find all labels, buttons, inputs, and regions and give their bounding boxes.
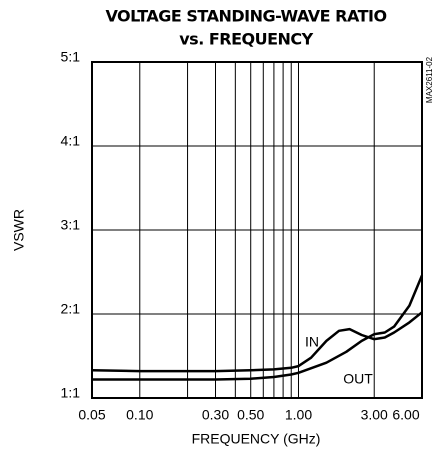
chart-title: VOLTAGE STANDING-WAVE RATIO bbox=[105, 7, 386, 26]
annotation: MAX2611-02 bbox=[425, 56, 434, 103]
x-tick-label: 0.10 bbox=[126, 407, 153, 423]
series-label: OUT bbox=[343, 371, 373, 387]
y-tick-label: 4:1 bbox=[61, 133, 81, 149]
y-tick-label: 5:1 bbox=[61, 49, 81, 65]
x-tick-label: 0.50 bbox=[237, 407, 264, 423]
x-tick-label: 1.00 bbox=[285, 407, 312, 423]
series-label: IN bbox=[305, 334, 319, 350]
x-tick-label: 0.30 bbox=[202, 407, 229, 423]
series-line bbox=[92, 274, 424, 381]
x-tick-label: 6.00 bbox=[392, 407, 419, 423]
x-tick-label: 0.05 bbox=[78, 407, 105, 423]
y-axis-label: VSWR bbox=[11, 209, 27, 251]
plot-frame bbox=[91, 61, 423, 399]
chart-title: vs. FREQUENCY bbox=[179, 30, 313, 49]
y-tick-label: 2:1 bbox=[61, 301, 81, 317]
y-tick-label: 3:1 bbox=[61, 217, 81, 233]
y-tick-label: 1:1 bbox=[61, 385, 81, 401]
x-axis-label: FREQUENCY (GHz) bbox=[192, 431, 321, 447]
series-line bbox=[91, 311, 423, 373]
x-tick-label: 3.00 bbox=[361, 407, 388, 423]
